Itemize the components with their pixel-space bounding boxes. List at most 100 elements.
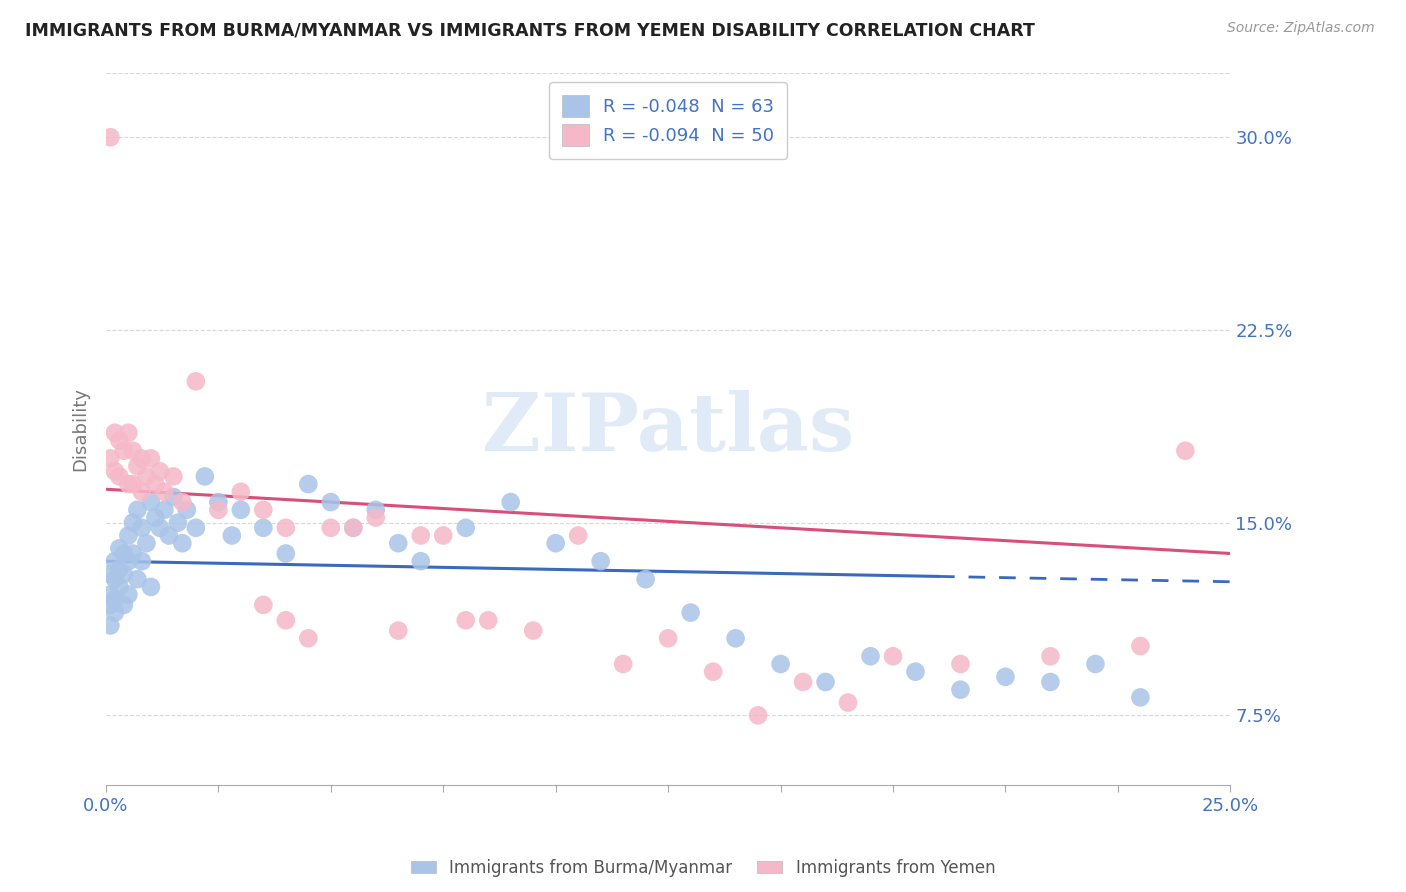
Point	[100, 598, 122, 612]
Point	[112, 547, 135, 561]
Legend: R = -0.048  N = 63, R = -0.094  N = 50: R = -0.048 N = 63, R = -0.094 N = 50	[550, 82, 787, 159]
Point	[207, 495, 229, 509]
Point	[522, 624, 544, 638]
Point	[108, 434, 131, 448]
Point	[139, 580, 162, 594]
Point	[127, 459, 149, 474]
Point	[104, 606, 127, 620]
Point	[131, 554, 153, 568]
Point	[112, 567, 135, 582]
Point	[117, 477, 139, 491]
Point	[127, 503, 149, 517]
Point	[135, 469, 157, 483]
Legend: Immigrants from Burma/Myanmar, Immigrants from Yemen: Immigrants from Burma/Myanmar, Immigrant…	[404, 853, 1002, 884]
Point	[1129, 690, 1152, 705]
Point	[994, 670, 1017, 684]
Point	[477, 613, 499, 627]
Point	[117, 425, 139, 440]
Point	[104, 592, 127, 607]
Point	[342, 521, 364, 535]
Point	[387, 624, 409, 638]
Point	[567, 528, 589, 542]
Point	[409, 554, 432, 568]
Text: IMMIGRANTS FROM BURMA/MYANMAR VS IMMIGRANTS FROM YEMEN DISABILITY CORRELATION CH: IMMIGRANTS FROM BURMA/MYANMAR VS IMMIGRA…	[25, 21, 1035, 39]
Point	[145, 510, 167, 524]
Point	[454, 613, 477, 627]
Point	[153, 484, 176, 499]
Point	[1084, 657, 1107, 671]
Point	[117, 554, 139, 568]
Point	[747, 708, 769, 723]
Point	[131, 521, 153, 535]
Point	[702, 665, 724, 679]
Point	[274, 521, 297, 535]
Point	[297, 477, 319, 491]
Point	[387, 536, 409, 550]
Point	[364, 503, 387, 517]
Point	[131, 451, 153, 466]
Point	[297, 632, 319, 646]
Point	[117, 528, 139, 542]
Point	[207, 503, 229, 517]
Point	[108, 469, 131, 483]
Point	[100, 567, 122, 582]
Point	[252, 503, 274, 517]
Point	[612, 657, 634, 671]
Point	[127, 572, 149, 586]
Point	[252, 521, 274, 535]
Point	[679, 606, 702, 620]
Point	[1129, 639, 1152, 653]
Point	[221, 528, 243, 542]
Point	[122, 477, 145, 491]
Point	[274, 613, 297, 627]
Point	[949, 682, 972, 697]
Point	[167, 516, 190, 530]
Point	[108, 541, 131, 556]
Point	[153, 503, 176, 517]
Point	[904, 665, 927, 679]
Point	[117, 588, 139, 602]
Point	[104, 464, 127, 478]
Point	[122, 547, 145, 561]
Point	[131, 484, 153, 499]
Point	[100, 618, 122, 632]
Text: Source: ZipAtlas.com: Source: ZipAtlas.com	[1227, 21, 1375, 36]
Point	[432, 528, 454, 542]
Point	[859, 649, 882, 664]
Point	[724, 632, 747, 646]
Point	[162, 490, 184, 504]
Point	[814, 675, 837, 690]
Point	[162, 469, 184, 483]
Point	[229, 503, 252, 517]
Point	[409, 528, 432, 542]
Point	[184, 374, 207, 388]
Point	[100, 588, 122, 602]
Point	[172, 536, 194, 550]
Point	[319, 495, 342, 509]
Point	[342, 521, 364, 535]
Point	[499, 495, 522, 509]
Point	[229, 484, 252, 499]
Point	[454, 521, 477, 535]
Point	[194, 469, 217, 483]
Point	[252, 598, 274, 612]
Point	[112, 443, 135, 458]
Point	[108, 562, 131, 576]
Point	[657, 632, 679, 646]
Point	[104, 425, 127, 440]
Point	[112, 598, 135, 612]
Point	[589, 554, 612, 568]
Point	[122, 516, 145, 530]
Point	[949, 657, 972, 671]
Point	[149, 521, 172, 535]
Point	[139, 495, 162, 509]
Point	[769, 657, 792, 671]
Point	[100, 130, 122, 145]
Point	[149, 464, 172, 478]
Point	[145, 477, 167, 491]
Point	[176, 503, 198, 517]
Point	[135, 536, 157, 550]
Point	[157, 528, 180, 542]
Point	[319, 521, 342, 535]
Point	[792, 675, 814, 690]
